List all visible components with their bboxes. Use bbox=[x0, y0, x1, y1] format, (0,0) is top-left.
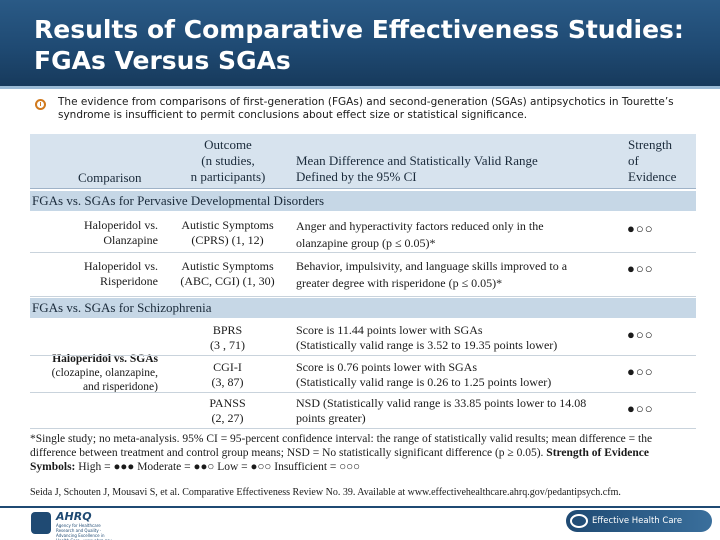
row-outcome-line2: (2, 27) bbox=[211, 411, 244, 425]
row-comparison: Haloperidol vs. Olanzapine bbox=[30, 218, 158, 248]
row-result-line1: Behavior, impulsivity, and language skil… bbox=[296, 259, 568, 273]
schizo-comparison-line1: Haloperidol vs. SGAs bbox=[52, 353, 158, 365]
table-row: BPRS (3 , 71) Score is 11.44 points lowe… bbox=[30, 321, 696, 356]
title-divider bbox=[0, 86, 720, 89]
header-strength-line2: of bbox=[628, 153, 639, 168]
row-result-line1: Score is 11.44 points lower with SGAs bbox=[296, 323, 483, 337]
row-comparison-line1: Haloperidol vs. bbox=[84, 259, 158, 273]
header-mean-line2: Defined by the 95% CI bbox=[296, 169, 417, 184]
row-outcome-line2: (ABC, CGI) (1, 30) bbox=[180, 274, 275, 288]
footnote-symbols: High = ●●● Moderate = ●●○ Low = ●○○ Insu… bbox=[78, 461, 361, 473]
citation: Seida J, Schouten J, Mousavi S, et al. C… bbox=[30, 487, 621, 498]
table-row: Haloperidol vs. Olanzapine Autistic Symp… bbox=[30, 213, 696, 253]
row-result-line2: (Statistically valid range is 3.52 to 19… bbox=[296, 338, 558, 352]
bullet-text: The evidence from comparisons of first-g… bbox=[58, 96, 674, 121]
row-outcome-line1: CGI-I bbox=[213, 360, 242, 374]
row-outcome-line1: Autistic Symptoms bbox=[181, 259, 274, 273]
footer-divider bbox=[0, 506, 720, 508]
row-result-line2: points greater) bbox=[296, 411, 366, 425]
ahrq-logo: AHRQ Agency for Healthcare Research and … bbox=[56, 510, 116, 540]
header-strength: Strength of Evidence bbox=[628, 137, 694, 185]
header-outcome-line3: n participants) bbox=[190, 169, 266, 184]
row-outcome-line1: BPRS bbox=[212, 323, 243, 337]
footnote: *Single study; no meta-analysis. 95% CI … bbox=[30, 432, 696, 474]
section-pdd: FGAs vs. SGAs for Pervasive Developmenta… bbox=[30, 191, 696, 211]
ehc-program-text: Effective Health Care Program bbox=[592, 516, 683, 540]
row-result-line2: (Statistically valid range is 0.26 to 1.… bbox=[296, 375, 552, 389]
schizo-comparison-line3: and risperidone) bbox=[82, 381, 158, 393]
strength-of-evidence: ●○○ bbox=[627, 261, 654, 276]
row-outcome: Autistic Symptoms (CPRS) (1, 12) bbox=[170, 218, 285, 248]
row-result: Anger and hyperactivity factors reduced … bbox=[296, 218, 621, 252]
schizo-comparison-line2: (clozapine, olanzapine, bbox=[51, 367, 158, 379]
table-row: CGI-I (3, 87) Score is 0.76 points lower… bbox=[30, 356, 696, 393]
row-comparison-line1: Haloperidol vs. bbox=[84, 218, 158, 232]
row-comparison-line2: Risperidone bbox=[100, 274, 158, 288]
bullet-icon bbox=[35, 99, 46, 110]
row-outcome: PANSS (2, 27) bbox=[170, 396, 285, 426]
row-outcome-line2: (3, 87) bbox=[211, 375, 244, 389]
row-result: Score is 0.76 points lower with SGAs (St… bbox=[296, 360, 621, 390]
table-row: PANSS (2, 27) NSD (Statistically valid r… bbox=[30, 393, 696, 429]
strength-of-evidence: ●○○ bbox=[627, 401, 654, 416]
slide-title-line1: Results of Comparative Effectiveness Stu… bbox=[34, 15, 684, 44]
header-strength-line3: Evidence bbox=[628, 169, 677, 184]
section-schizophrenia: FGAs vs. SGAs for Schizophrenia bbox=[30, 298, 696, 318]
table-row: Haloperidol vs. Risperidone Autistic Sym… bbox=[30, 253, 696, 297]
row-result-line2: olanzapine group (p ≤ 0.05)* bbox=[296, 236, 436, 250]
row-result-line1: Anger and hyperactivity factors reduced … bbox=[296, 219, 544, 233]
strength-of-evidence: ●○○ bbox=[627, 327, 654, 342]
hhs-logo-icon bbox=[31, 512, 51, 534]
row-result-line1: Score is 0.76 points lower with SGAs bbox=[296, 360, 477, 374]
row-outcome: BPRS (3 , 71) bbox=[170, 323, 285, 353]
row-outcome-line2: (3 , 71) bbox=[210, 338, 245, 352]
row-result: Behavior, impulsivity, and language skil… bbox=[296, 258, 621, 292]
row-outcome-line1: Autistic Symptoms bbox=[181, 218, 274, 232]
table-header: Comparison Outcome (n studies, n partici… bbox=[30, 134, 696, 189]
footnote-text: *Single study; no meta-analysis. 95% CI … bbox=[30, 433, 653, 459]
header-mean-line1: Mean Difference and Statistically Valid … bbox=[296, 153, 538, 168]
row-result: NSD (Statistically valid range is 33.85 … bbox=[296, 396, 621, 426]
ahrq-logo-text: AHRQ bbox=[56, 510, 92, 523]
title-bar bbox=[0, 0, 720, 86]
row-outcome: Autistic Symptoms (ABC, CGI) (1, 30) bbox=[170, 259, 285, 289]
row-outcome-line2: (CPRS) (1, 12) bbox=[191, 233, 264, 247]
ehc-swirl-icon bbox=[570, 514, 588, 528]
strength-of-evidence: ●○○ bbox=[627, 364, 654, 379]
ahrq-logo-subtext: Agency for Healthcare Research and Quali… bbox=[56, 523, 112, 540]
schizo-comparison: Haloperidol vs. SGAs (clozapine, olanzap… bbox=[30, 352, 158, 394]
row-outcome: CGI-I (3, 87) bbox=[170, 360, 285, 390]
strength-of-evidence: ●○○ bbox=[627, 221, 654, 236]
ehc-program-logo: Effective Health Care Program bbox=[566, 510, 712, 540]
row-comparison-line2: Olanzapine bbox=[103, 233, 158, 247]
row-result-line2: greater degree with risperidone (p ≤ 0.0… bbox=[296, 276, 503, 290]
slide-title: Results of Comparative Effectiveness Stu… bbox=[34, 14, 694, 76]
footnote-strength-label: Strength of Evidence Symbols: bbox=[30, 447, 649, 473]
row-outcome-line1: PANSS bbox=[209, 396, 246, 410]
row-result-line1: NSD (Statistically valid range is 33.85 … bbox=[296, 396, 587, 410]
header-outcome-line1: Outcome bbox=[204, 137, 252, 152]
header-outcome: Outcome (n studies, n participants) bbox=[158, 137, 298, 185]
header-outcome-line2: (n studies, bbox=[201, 153, 255, 168]
header-comparison: Comparison bbox=[78, 170, 142, 185]
slide-title-line2: FGAs Versus SGAs bbox=[34, 46, 291, 75]
header-mean-difference: Mean Difference and Statistically Valid … bbox=[296, 153, 616, 185]
header-strength-line1: Strength bbox=[628, 137, 673, 152]
row-result: Score is 11.44 points lower with SGAs (S… bbox=[296, 323, 621, 353]
row-comparison: Haloperidol vs. Risperidone bbox=[30, 259, 158, 289]
